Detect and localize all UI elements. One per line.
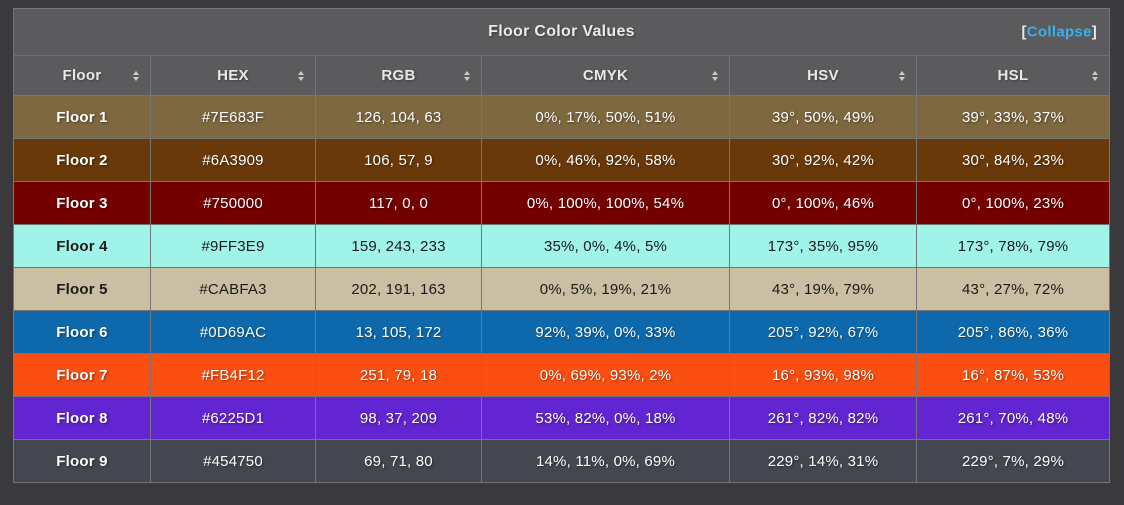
hex-cell: #454750 [150,439,316,483]
rgb-cell: 159, 243, 233 [315,224,482,268]
cmyk-cell: 0%, 100%, 100%, 54% [481,181,730,225]
table-row: Floor 3 #750000 117, 0, 0 0%, 100%, 100%… [13,181,1111,225]
column-header-row: Floor HEX RGB CMYK HSV HSL [13,55,1111,96]
floor-name-cell: Floor 2 [13,138,151,182]
hsv-cell: 261°, 82%, 82% [729,396,917,440]
floor-name-cell: Floor 7 [13,353,151,397]
floor-name-cell: Floor 6 [13,310,151,354]
floor-name-cell: Floor 5 [13,267,151,311]
cmyk-cell: 35%, 0%, 4%, 5% [481,224,730,268]
table-row: Floor 6 #0D69AC 13, 105, 172 92%, 39%, 0… [13,310,1111,354]
hsl-cell: 16°, 87%, 53% [915,353,1111,397]
hsl-cell: 30°, 84%, 23% [915,138,1111,182]
hex-cell: #CABFA3 [150,267,316,311]
table-row: Floor 2 #6A3909 106, 57, 9 0%, 46%, 92%,… [13,138,1111,182]
cmyk-cell: 0%, 69%, 93%, 2% [481,353,730,397]
sort-icon [899,70,905,81]
rgb-cell: 98, 37, 209 [315,396,482,440]
hsv-cell: 43°, 19%, 79% [729,267,917,311]
floor-name-cell: Floor 4 [13,224,151,268]
rgb-cell: 69, 71, 80 [315,439,482,483]
cmyk-cell: 0%, 5%, 19%, 21% [481,267,730,311]
rgb-cell: 251, 79, 18 [315,353,482,397]
cmyk-cell: 53%, 82%, 0%, 18% [481,396,730,440]
rgb-cell: 13, 105, 172 [315,310,482,354]
cmyk-cell: 0%, 46%, 92%, 58% [481,138,730,182]
table-row: Floor 5 #CABFA3 202, 191, 163 0%, 5%, 19… [13,267,1111,311]
sort-icon [464,70,470,81]
table-row: Floor 8 #6225D1 98, 37, 209 53%, 82%, 0%… [13,396,1111,440]
hsl-cell: 205°, 86%, 36% [915,310,1111,354]
column-header-label: HEX [217,67,249,84]
column-header-label: HSV [807,67,839,84]
floor-name-cell: Floor 8 [13,396,151,440]
column-header-rgb[interactable]: RGB [315,55,482,96]
column-header-hsl[interactable]: HSL [915,55,1111,96]
sort-icon [712,70,718,81]
hsv-cell: 39°, 50%, 49% [729,95,917,139]
sort-icon [133,70,139,81]
hex-cell: #9FF3E9 [150,224,316,268]
rgb-cell: 126, 104, 63 [315,95,482,139]
cmyk-cell: 0%, 17%, 50%, 51% [481,95,730,139]
hsl-cell: 39°, 33%, 37% [915,95,1111,139]
floor-color-table: Floor Color Values [Collapse] Floor HEX … [12,8,1111,483]
column-header-cmyk[interactable]: CMYK [481,55,730,96]
hex-cell: #750000 [150,181,316,225]
floor-name-cell: Floor 1 [13,95,151,139]
collapse-label[interactable]: Collapse [1026,23,1092,41]
hsv-cell: 205°, 92%, 67% [729,310,917,354]
table-row: Floor 7 #FB4F12 251, 79, 18 0%, 69%, 93%… [13,353,1111,397]
hsl-cell: 229°, 7%, 29% [915,439,1111,483]
hsl-cell: 261°, 70%, 48% [915,396,1111,440]
rgb-cell: 202, 191, 163 [315,267,482,311]
hex-cell: #0D69AC [150,310,316,354]
table-row: Floor 1 #7E683F 126, 104, 63 0%, 17%, 50… [13,95,1111,139]
hex-cell: #7E683F [150,95,316,139]
hsv-cell: 16°, 93%, 98% [729,353,917,397]
column-header-hex[interactable]: HEX [150,55,316,96]
hsl-cell: 173°, 78%, 79% [915,224,1111,268]
sort-icon [298,70,304,81]
column-header-label: RGB [381,67,416,84]
hsv-cell: 30°, 92%, 42% [729,138,917,182]
hex-cell: #6225D1 [150,396,316,440]
cmyk-cell: 14%, 11%, 0%, 69% [481,439,730,483]
floor-name-cell: Floor 3 [13,181,151,225]
hex-cell: #6A3909 [150,138,316,182]
table-title-row: Floor Color Values [Collapse] [12,8,1111,56]
hsv-cell: 229°, 14%, 31% [729,439,917,483]
hsl-cell: 0°, 100%, 23% [915,181,1111,225]
table-row: Floor 9 #454750 69, 71, 80 14%, 11%, 0%,… [13,439,1111,483]
rgb-cell: 106, 57, 9 [315,138,482,182]
floor-name-cell: Floor 9 [13,439,151,483]
hsv-cell: 0°, 100%, 46% [729,181,917,225]
column-header-floor[interactable]: Floor [13,55,151,96]
collapse-toggle[interactable]: [Collapse] [1022,24,1098,41]
column-header-label: HSL [997,67,1029,84]
table-row: Floor 4 #9FF3E9 159, 243, 233 35%, 0%, 4… [13,224,1111,268]
hex-cell: #FB4F12 [150,353,316,397]
hsv-cell: 173°, 35%, 95% [729,224,917,268]
column-header-label: CMYK [582,67,629,84]
column-header-hsv[interactable]: HSV [729,55,917,96]
sort-icon [1092,70,1099,81]
collapse-bracket-open: [ [1021,23,1027,41]
collapse-bracket-close: ] [1091,23,1098,41]
hsl-cell: 43°, 27%, 72% [915,267,1111,311]
column-header-label: Floor [62,67,102,84]
cmyk-cell: 92%, 39%, 0%, 33% [481,310,730,354]
rgb-cell: 117, 0, 0 [315,181,482,225]
table-title: Floor Color Values [488,23,635,40]
